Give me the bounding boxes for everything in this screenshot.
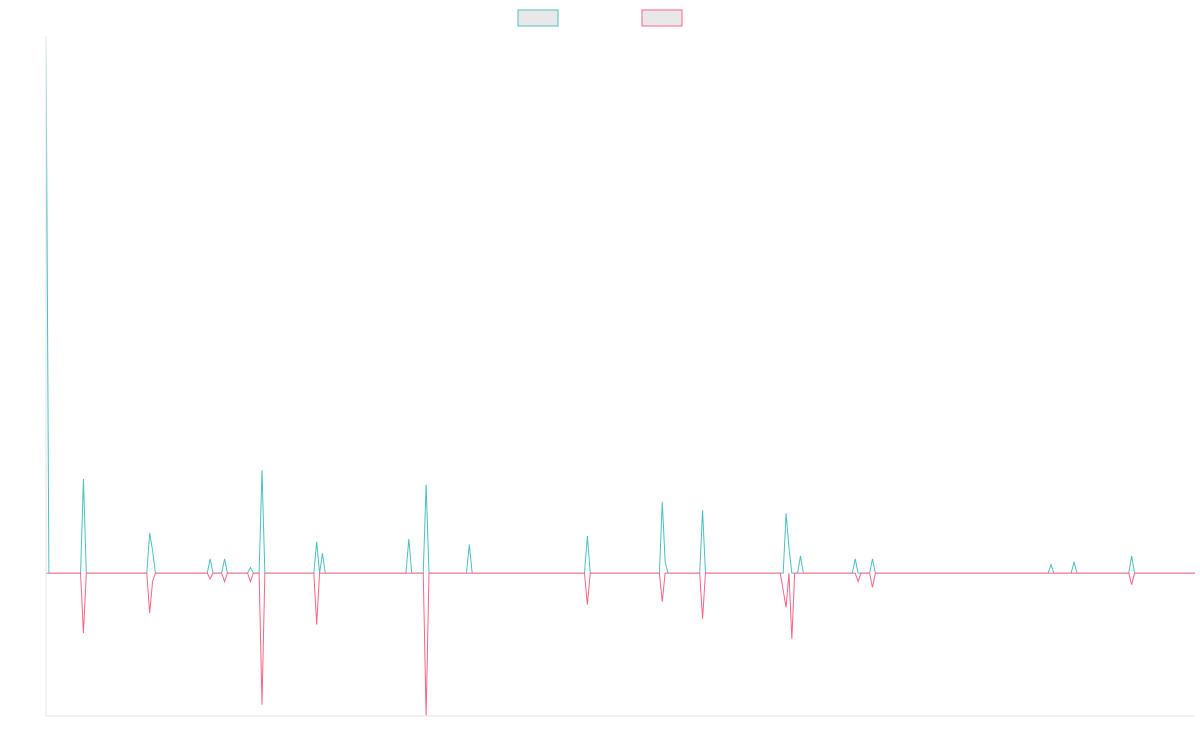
series-line-2 bbox=[46, 572, 1195, 717]
legend-swatch-1[interactable] bbox=[517, 9, 559, 27]
legend-swatch-2[interactable] bbox=[641, 9, 683, 27]
series-line-1 bbox=[45, 35, 1195, 574]
series-layer bbox=[45, 35, 1195, 717]
legend bbox=[517, 9, 683, 27]
